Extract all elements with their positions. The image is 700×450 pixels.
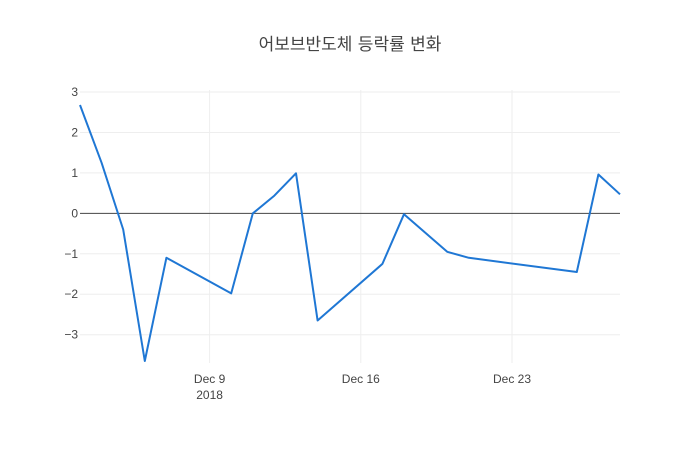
x-tick-label: Dec 23 [493, 372, 531, 386]
chart-title: 어보브반도체 등락률 변화 [259, 35, 442, 55]
series-layer [79, 104, 621, 362]
y-tick-label: 1 [71, 166, 78, 180]
y-tick-label: 2 [71, 125, 78, 139]
series-line [79, 104, 621, 362]
y-tick-label: −3 [64, 328, 78, 342]
y-tick-label: −1 [64, 247, 78, 261]
y-tick-label: −2 [64, 287, 78, 301]
grid-layer [80, 90, 620, 363]
y-tick-label: 3 [71, 85, 78, 99]
x-tick-label: Dec 16 [342, 372, 380, 386]
x-tick-sublabel: 2018 [196, 388, 223, 402]
y-tick-label: 0 [71, 206, 78, 220]
x-tick-label: Dec 9 [194, 372, 226, 386]
axis-layer: 3 2 1 0 −1 −2 −3 Dec 9 2018 Dec 16 Dec 23 [64, 85, 620, 402]
